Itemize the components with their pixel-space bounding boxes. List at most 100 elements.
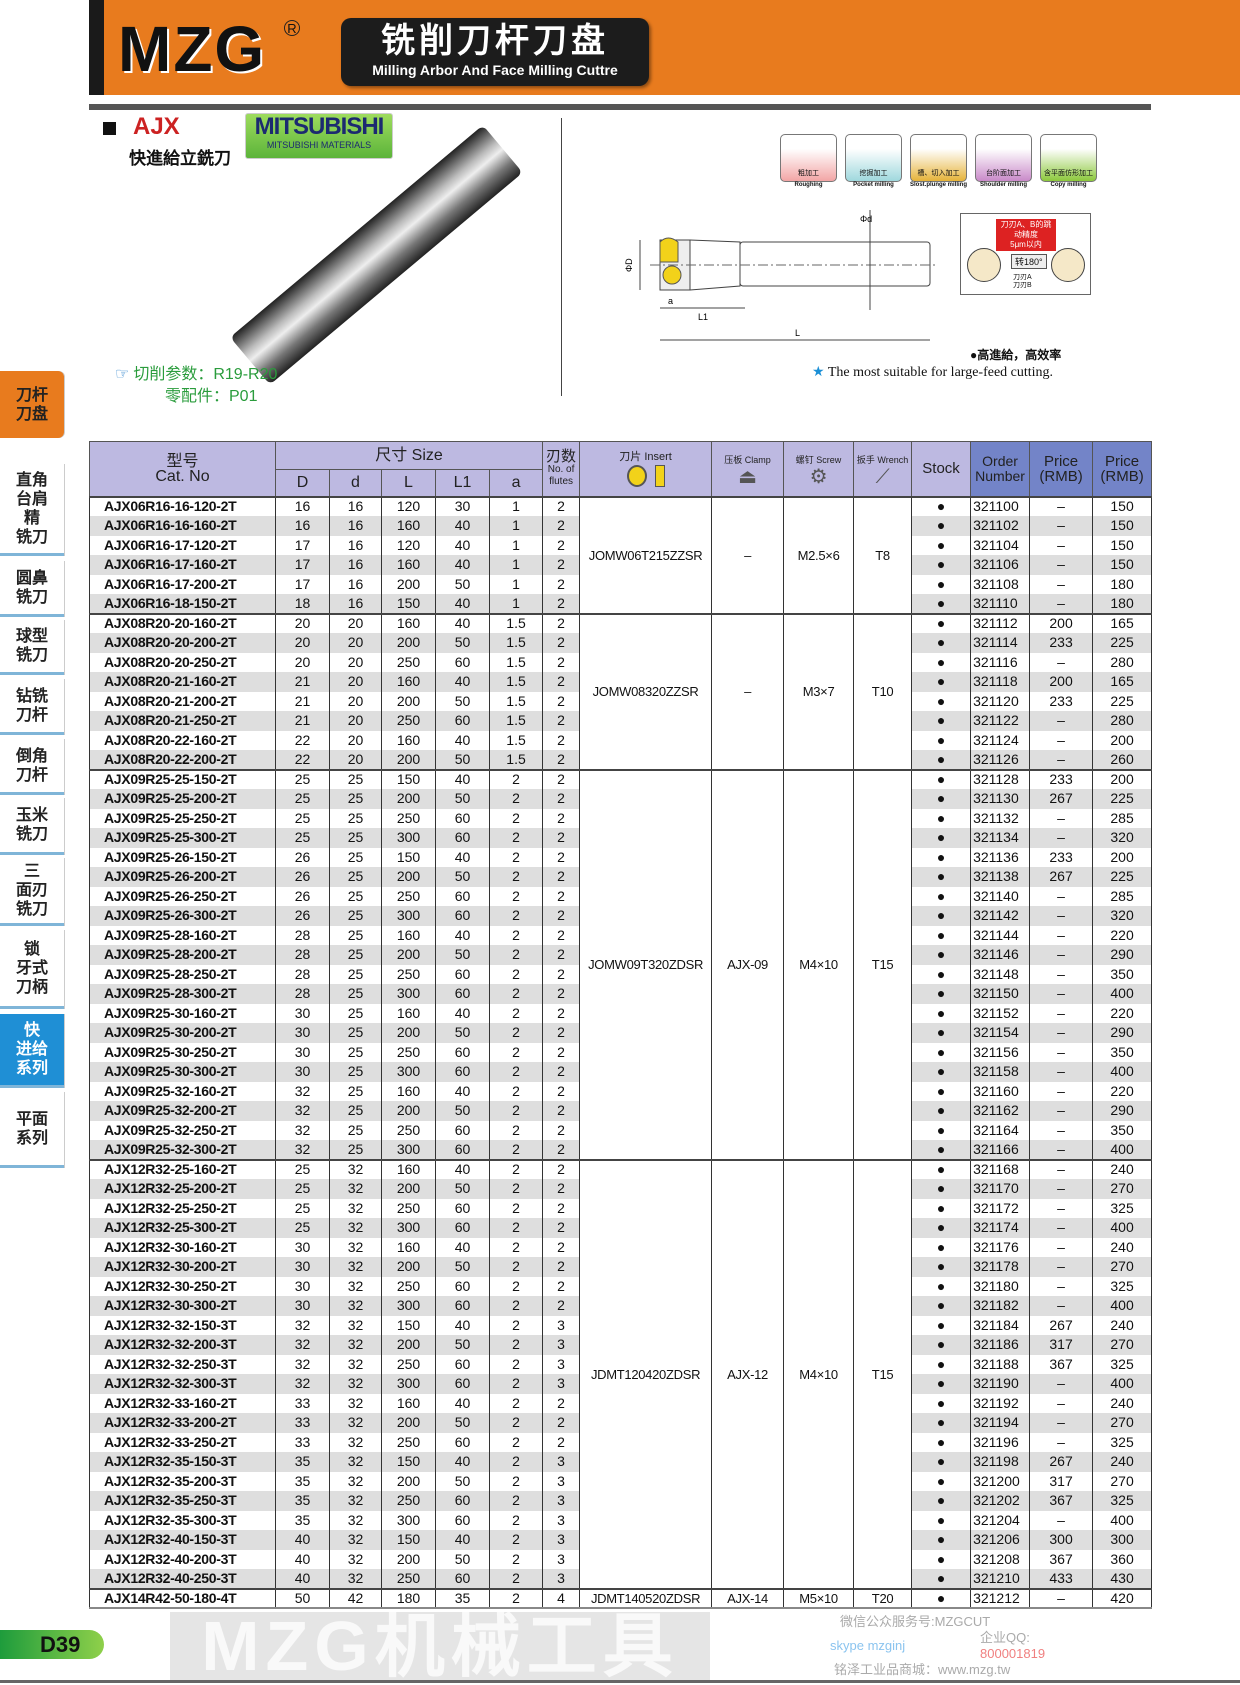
cell-d: 20 [329,711,382,731]
order-number: 321188 [970,1354,1031,1374]
cat-no: AJX06R16-18-150-2T [89,594,276,614]
sidebar-item-6[interactable]: 玉米 铣刀 [0,798,64,855]
clamp-label: 压板 Clamp [724,454,771,465]
cell-a: 2 [488,1023,544,1043]
table-row: AJX12R32-32-150-3T 32 32 150 40 2 3 ● 321184 267 2… [89,1315,1153,1335]
cell-d: 32 [329,1296,382,1316]
cell-a: 2 [488,1101,544,1121]
cell-D: 32 [275,1374,330,1394]
cell-flutes: 2 [542,847,581,867]
sidebar-item-label: 铣刀 [15,901,48,918]
price-1: 317 [1029,1471,1094,1491]
cat-no: AJX08R20-20-200-2T [89,633,276,653]
cell-flutes: 2 [542,750,581,770]
cell-L1: 40 [435,612,490,633]
table-row: AJX12R32-25-160-2T 25 32 160 40 2 2 JDMT120420Z… [89,1158,1153,1589]
operation-cn: 槽、切入加工 [917,170,960,177]
sidebar-item-10[interactable]: 平面 系列 [0,1092,64,1168]
cell-L1: 30 [435,495,490,516]
sidebar-item-0[interactable]: 刀杆 刀盘 [0,371,64,438]
price-2: 325 [1092,1198,1153,1218]
price-1: – [1029,984,1094,1004]
price-1: 200 [1029,672,1094,692]
cell-L: 300 [381,1140,436,1160]
cell-d: 25 [329,1101,382,1121]
cell-D: 25 [275,768,330,789]
cell-L1: 60 [435,1374,490,1394]
cat-no: AJX12R32-33-200-2T [89,1413,276,1433]
stock-mark: ● [911,1003,972,1023]
cat-no: AJX09R25-30-300-2T [89,1062,276,1082]
pointing-hand-icon: ☞ [115,366,130,383]
sidebar-item-2[interactable]: 圆鼻 铣刀 [0,561,64,617]
cell-D: 16 [275,495,330,516]
order-number: 321112 [970,612,1031,633]
cell-d: 32 [329,1374,382,1394]
cell-flutes: 2 [542,1120,581,1140]
divider [89,104,1151,110]
cell-L: 160 [381,555,436,575]
cell-L: 250 [381,1432,436,1452]
label-a: a [668,296,673,306]
price-2: 270 [1092,1179,1153,1199]
stock-mark: ● [911,633,972,653]
cell-L1: 60 [435,1140,490,1160]
order-number: 321164 [970,1120,1031,1140]
cat-no: AJX12R32-33-160-2T [89,1393,276,1413]
price-2: 400 [1092,1218,1153,1238]
cell-L: 250 [381,711,436,731]
price-1: – [1029,1140,1094,1160]
cell-L: 120 [381,535,436,555]
params-text: 切削参数：R19-R20 [133,366,278,383]
cell-D: 35 [275,1491,330,1511]
sidebar-item-5[interactable]: 倒角 刀杆 [0,739,64,795]
stock-mark: ● [911,1413,972,1433]
price-2: 420 [1092,1587,1153,1609]
sidebar-item-3[interactable]: 球型 铣刀 [0,620,64,675]
cell-a: 2 [488,1471,544,1491]
cell-D: 40 [275,1569,330,1589]
cell-a: 2 [488,1432,544,1452]
cell-L1: 60 [435,1276,490,1296]
order-number: 321208 [970,1549,1031,1569]
table-row: AJX06R16-17-160-2T 17 16 160 40 1 2 ● 321106–150 [89,555,1153,575]
sidebar-item-4[interactable]: 钻铣 刀杆 [0,679,64,735]
price-2: 290 [1092,1101,1153,1121]
stock-mark: ● [911,945,972,965]
operation-cn: 台阶面加工 [986,170,1021,177]
label-d: Φd [860,214,872,224]
cell-flutes: 2 [542,1042,581,1062]
stock-mark: ● [911,1179,972,1199]
sidebar-item-label: 铣刀 [15,826,48,843]
page-title: 铣削刀杆刀盘 Milling Arbor And Face Milling Cu… [341,18,649,86]
cat-no: AJX12R32-40-250-3T [89,1569,276,1589]
price-1: – [1029,925,1094,945]
sidebar-item-1[interactable]: 直角 台肩精铣刀 [0,464,64,556]
cell-a: 1.5 [488,652,544,672]
bullet-square-icon [103,122,116,135]
cell-flutes: 2 [542,1140,581,1160]
sidebar-item-7[interactable]: 三面刃 铣刀 [0,858,64,926]
sidebar-item-8[interactable]: 锁牙式 刀柄 [0,930,64,1009]
cat-no: AJX08R20-21-250-2T [89,711,276,731]
sidebar-item-label: 铣刀 [15,647,48,664]
table-row: AJX06R16-18-150-2T 18 16 150 40 1 2 ● 321110–180 [89,594,1153,614]
order-number: 321140 [970,886,1031,906]
cell-D: 35 [275,1510,330,1530]
order-number: 321120 [970,691,1031,711]
sidebar-item-label: 系列 [15,1060,48,1077]
stock-mark: ● [911,1315,972,1335]
cat-no: AJX09R25-32-200-2T [89,1101,276,1121]
cell-flutes: 3 [542,1315,581,1335]
cell-a: 2 [488,1062,544,1082]
sidebar-item-9[interactable]: 快进给 系列 [0,1014,64,1088]
cell-L: 160 [381,672,436,692]
cell-a: 2 [488,1237,544,1257]
cell-L1: 60 [435,964,490,984]
operation-0: 粗加工 Roughing [780,134,837,189]
price-1: – [1029,1101,1094,1121]
order-number: 321158 [970,1062,1031,1082]
col-insert: 刀片 Insert [579,441,713,497]
cat-no: AJX09R25-26-250-2T [89,886,276,906]
cell-a: 2 [488,789,544,809]
